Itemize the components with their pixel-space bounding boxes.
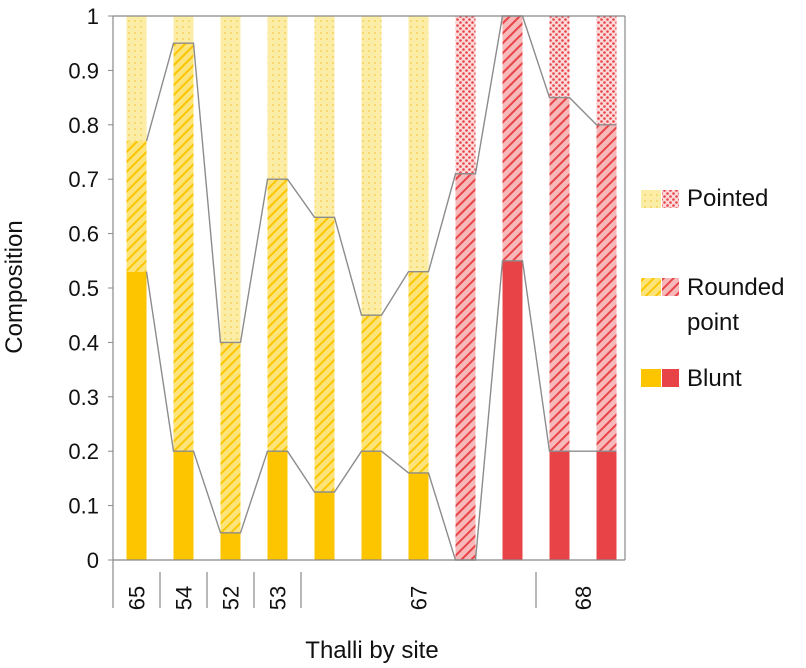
y-tick-label: 0.3 <box>68 385 99 410</box>
axis-frame <box>112 15 626 561</box>
y-tick-label: 0.7 <box>68 167 99 192</box>
bars <box>126 16 617 560</box>
y-tick-label: 0.4 <box>68 330 99 355</box>
bar-segment-pointed <box>408 16 429 272</box>
x-site-label: 68 <box>571 586 596 610</box>
bar-segment-blunt <box>408 472 429 560</box>
bar-segment-pointed <box>220 16 241 343</box>
bar-segment-blunt <box>126 271 147 560</box>
legend-label-rounded-line1: Rounded <box>687 274 784 301</box>
bar-segment-blunt <box>173 451 194 560</box>
bar-segment-rounded-point <box>267 179 288 452</box>
bar-segment-blunt <box>361 451 382 560</box>
bar-segment-pointed <box>455 16 476 174</box>
bar-segment-pointed <box>173 16 194 44</box>
legend-label-blunt: Blunt <box>687 365 742 392</box>
bar-segment-pointed <box>267 16 288 180</box>
bar-segment-rounded-point <box>173 43 194 452</box>
legend: Pointed Rounded point Blunt <box>641 185 784 392</box>
bar-segment-blunt <box>314 492 335 560</box>
bar-segment-pointed <box>314 16 335 218</box>
x-site-label: 67 <box>407 586 432 610</box>
y-tick-label: 1 <box>87 4 99 29</box>
bar-segment-rounded-point <box>455 173 476 560</box>
legend-swatch-rounded-yellow <box>641 278 661 296</box>
y-tick-label: 0.9 <box>68 58 99 83</box>
bar-segment-pointed <box>596 16 617 125</box>
y-tick-label: 0 <box>87 548 99 573</box>
x-axis-title: Thalli by site <box>305 637 438 664</box>
bar-segment-blunt <box>502 260 523 560</box>
bar-segment-blunt <box>596 451 617 560</box>
bar-segment-rounded-point <box>220 342 241 533</box>
x-axis-site-labels: 65 54 52 53 67 68 <box>112 560 596 610</box>
bar-segment-rounded-point <box>314 217 335 492</box>
legend-label-rounded-line2: point <box>687 309 739 336</box>
connector-line-rounded-point <box>145 15 617 344</box>
plot-area: 0 0.1 0.2 0.3 0.4 0.5 0.6 0.7 0.8 0.9 1 65 54 52 53 67… <box>68 4 626 610</box>
connector-lines <box>145 15 617 561</box>
connector-line-blunt <box>145 260 617 561</box>
legend-swatch-blunt-yellow <box>641 369 661 387</box>
bar-segment-rounded-point <box>361 315 382 452</box>
y-tick-label: 0.8 <box>68 113 99 138</box>
y-axis-ticks: 0 0.1 0.2 0.3 0.4 0.5 0.6 0.7 0.8 0.9 1 <box>68 4 113 573</box>
bar-segment-pointed <box>549 16 570 98</box>
x-site-label: 54 <box>172 586 197 610</box>
legend-swatch-rounded-red <box>662 278 679 296</box>
legend-item-pointed: Pointed <box>641 185 768 212</box>
bar-segment-blunt <box>549 451 570 560</box>
legend-swatch-blunt-red <box>662 369 679 387</box>
x-site-label: 65 <box>125 586 150 610</box>
legend-label-pointed: Pointed <box>687 185 768 212</box>
bar-segment-blunt <box>267 451 288 560</box>
y-tick-label: 0.5 <box>68 276 99 301</box>
bar-segment-rounded-point <box>408 271 429 473</box>
y-tick-label: 0.2 <box>68 439 99 464</box>
x-site-label: 52 <box>219 586 244 610</box>
bar-segment-pointed <box>361 16 382 316</box>
y-tick-label: 0.1 <box>68 494 99 519</box>
x-site-label: 53 <box>266 586 291 610</box>
bar-segment-rounded-point <box>126 141 147 272</box>
bar-segment-rounded-point <box>596 124 617 452</box>
bar-segment-blunt <box>220 532 241 560</box>
y-tick-label: 0.6 <box>68 222 99 247</box>
bar-segment-rounded-point <box>549 97 570 452</box>
legend-swatch-pointed-yellow <box>641 190 661 208</box>
bar-segment-pointed <box>126 16 147 142</box>
legend-item-blunt: Blunt <box>641 365 742 392</box>
bar-segment-rounded-point <box>502 16 523 261</box>
legend-swatch-pointed-red <box>662 190 679 208</box>
y-axis-title: Composition <box>1 220 28 353</box>
legend-item-rounded-point: Rounded point <box>641 274 784 336</box>
